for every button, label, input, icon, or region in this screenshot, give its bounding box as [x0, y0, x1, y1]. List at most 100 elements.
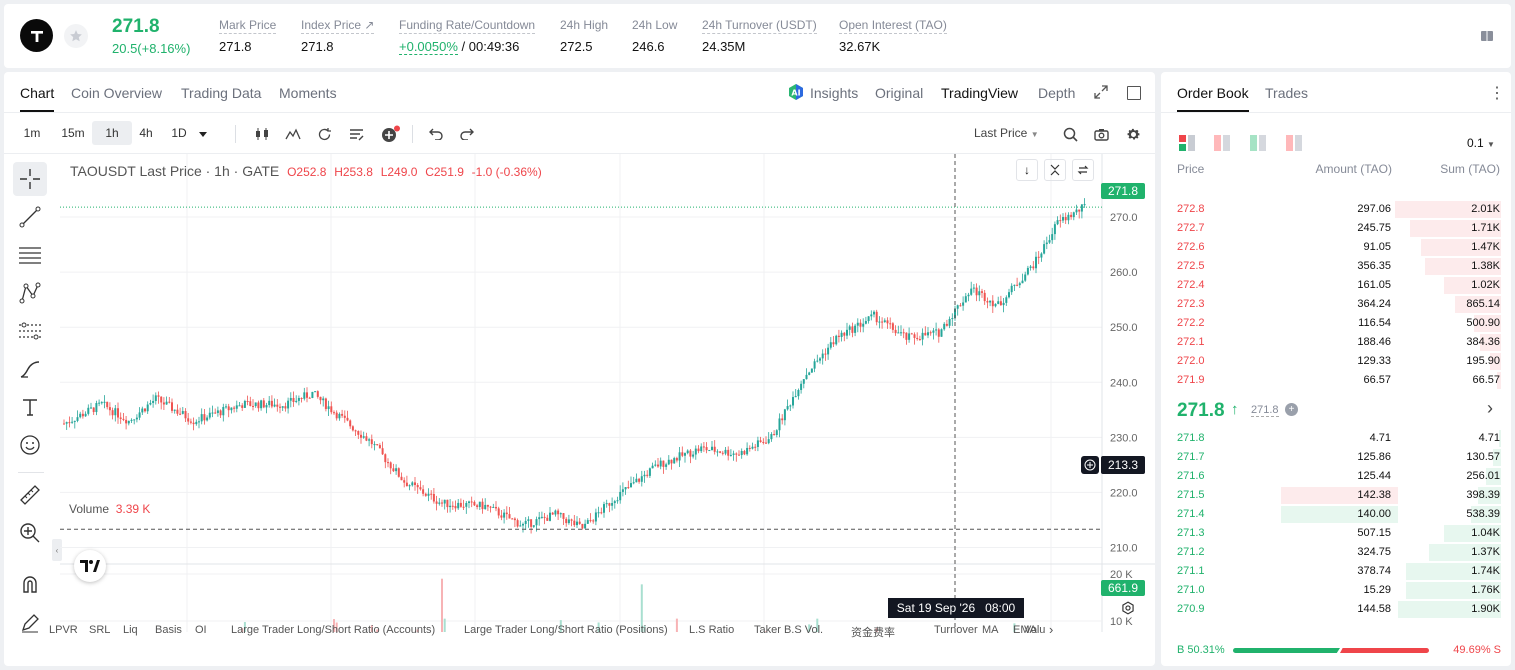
- interval-1m[interactable]: 1m: [23, 126, 41, 140]
- orderbook-row[interactable]: 271.4 140.00 538.39: [1161, 505, 1511, 524]
- indicator-2[interactable]: Liq: [123, 624, 138, 636]
- expand-icon[interactable]: [1092, 83, 1110, 101]
- trendline-tool-icon[interactable]: [13, 200, 47, 234]
- indicator-11[interactable]: MA: [982, 624, 999, 636]
- tradingview-logo[interactable]: [74, 550, 106, 582]
- redo-icon[interactable]: [457, 125, 477, 143]
- magnet-tool-icon[interactable]: [13, 567, 47, 601]
- orderbook-row[interactable]: 272.8 297.06 2.01K: [1161, 200, 1511, 219]
- indicator-10[interactable]: Turnover: [934, 624, 978, 636]
- interval-1D[interactable]: 1D: [171, 126, 187, 140]
- orderbook-row[interactable]: 270.9 144.58 1.90K: [1161, 600, 1511, 619]
- tab-order-book[interactable]: Order Book: [1177, 85, 1249, 101]
- candle-body: [889, 323, 892, 325]
- collapse-icon[interactable]: [1044, 159, 1066, 181]
- add-indicator-icon[interactable]: [380, 124, 402, 144]
- ruler-tool-icon[interactable]: [13, 478, 47, 512]
- layout-bids-icon[interactable]: [1250, 135, 1266, 151]
- brush-tool-icon[interactable]: [13, 352, 47, 386]
- ai-insights-icon[interactable]: AI: [787, 83, 805, 101]
- view-original[interactable]: Original: [875, 85, 924, 101]
- pattern-tool-icon[interactable]: [13, 276, 47, 310]
- layout-asks-icon[interactable]: [1214, 135, 1230, 151]
- indicator-7[interactable]: L.S Ratio: [689, 624, 735, 636]
- orderbook-row[interactable]: 272.6 91.05 1.47K: [1161, 238, 1511, 257]
- orderbook-row[interactable]: 272.5 356.35 1.38K: [1161, 257, 1511, 276]
- view-tradingview[interactable]: TradingView: [941, 85, 1019, 101]
- indicator-13[interactable]: Volu: [1024, 624, 1046, 636]
- arrow-down-icon[interactable]: ↓: [1016, 159, 1038, 181]
- stat-index-price[interactable]: Index Price ↗ 271.8: [301, 18, 375, 54]
- indicator-0[interactable]: LPVR: [49, 624, 78, 636]
- indicators-icon[interactable]: [283, 125, 303, 143]
- precision-select[interactable]: 0.1 ▼: [1467, 136, 1495, 150]
- orderbook-row[interactable]: 271.1 378.74 1.74K: [1161, 562, 1511, 581]
- crosshair-tool-icon[interactable]: [13, 162, 47, 196]
- view-depth[interactable]: Depth: [1038, 85, 1076, 101]
- interval-1h[interactable]: 1h: [92, 121, 132, 145]
- orderbook-row[interactable]: 271.2 324.75 1.37K: [1161, 543, 1511, 562]
- price-type-select[interactable]: Last Price ▼: [974, 126, 1039, 140]
- pencil-lock-icon[interactable]: [13, 606, 47, 640]
- tab-trades[interactable]: Trades: [1265, 85, 1309, 101]
- compare-icon[interactable]: [314, 125, 334, 143]
- tab-moments[interactable]: Moments: [279, 85, 337, 101]
- text-tool-icon[interactable]: [13, 390, 47, 424]
- more-icon[interactable]: ⋮: [1489, 85, 1505, 102]
- candle-body: [873, 311, 875, 315]
- collapse-toolbar-icon[interactable]: ‹: [52, 539, 62, 561]
- indicator-8[interactable]: Taker B.S Vol.: [754, 624, 824, 636]
- orderbook-row[interactable]: 271.5 142.38 398.39: [1161, 486, 1511, 505]
- indicator-4[interactable]: OI: [195, 624, 207, 636]
- indicator-9[interactable]: 资金费率: [851, 627, 895, 639]
- chevron-right-icon[interactable]: ›: [1049, 622, 1054, 637]
- orderbook-row[interactable]: 271.6 125.44 256.01: [1161, 467, 1511, 486]
- tab-trading-data[interactable]: Trading Data: [181, 85, 262, 101]
- layout-split-icon[interactable]: [1286, 135, 1302, 151]
- dropdown-arrow-icon[interactable]: [196, 127, 210, 141]
- prediction-tool-icon[interactable]: [13, 314, 47, 348]
- templates-icon[interactable]: [346, 125, 366, 143]
- view-insights[interactable]: Insights: [810, 85, 859, 101]
- sync-icon[interactable]: [1072, 159, 1094, 181]
- tab-coin-overview[interactable]: Coin Overview: [71, 85, 163, 101]
- orderbook-row[interactable]: 271.8 4.71 4.71: [1161, 429, 1511, 448]
- candle-type-icon[interactable]: [252, 125, 272, 143]
- candle-body: [989, 300, 992, 303]
- orderbook-row[interactable]: 271.9 66.57 66.57: [1161, 371, 1511, 390]
- layout-icon[interactable]: [1127, 86, 1141, 100]
- indicator-12[interactable]: EMA: [1013, 624, 1037, 636]
- stat-24h-turnover: 24h Turnover (USDT) 24.35M: [702, 18, 817, 54]
- indicator-3[interactable]: Basis: [155, 624, 182, 636]
- orderbook-row[interactable]: 272.2 116.54 500.90: [1161, 314, 1511, 333]
- indicator-5[interactable]: Large Trader Long/Short Ratio (Accounts): [231, 624, 436, 636]
- price-chart[interactable]: 270.0260.0250.0240.0230.0220.0210.014151…: [60, 154, 1155, 632]
- chart-settings-icon[interactable]: [1119, 599, 1137, 617]
- book-icon[interactable]: [1477, 26, 1497, 46]
- add-alert-icon[interactable]: [1081, 456, 1099, 474]
- search-icon[interactable]: [1060, 124, 1080, 144]
- indicator-1[interactable]: SRL: [89, 624, 111, 636]
- orderbook-row[interactable]: 271.0 15.29 1.76K: [1161, 581, 1511, 600]
- y-tick-label: 230.0: [1110, 432, 1138, 444]
- chevron-right-icon[interactable]: ›: [1487, 398, 1493, 418]
- orderbook-row[interactable]: 272.3 364.24 865.14: [1161, 295, 1511, 314]
- star-icon[interactable]: [64, 24, 88, 48]
- interval-15m[interactable]: 15m: [61, 126, 85, 140]
- orderbook-row[interactable]: 272.1 188.46 384.36: [1161, 333, 1511, 352]
- orderbook-row[interactable]: 272.7 245.75 1.71K: [1161, 219, 1511, 238]
- orderbook-row[interactable]: 271.3 507.15 1.04K: [1161, 524, 1511, 543]
- undo-icon[interactable]: [426, 125, 446, 143]
- orderbook-row[interactable]: 272.0 129.33 195.90: [1161, 352, 1511, 371]
- orderbook-row[interactable]: 271.7 125.86 130.57: [1161, 448, 1511, 467]
- zoom-in-icon[interactable]: [13, 516, 47, 550]
- emoji-tool-icon[interactable]: [13, 428, 47, 462]
- indicator-6[interactable]: Large Trader Long/Short Ratio (Positions…: [464, 624, 668, 636]
- interval-4h[interactable]: 4h: [139, 126, 153, 140]
- tab-chart[interactable]: Chart: [20, 85, 55, 101]
- camera-icon[interactable]: [1091, 124, 1111, 144]
- orderbook-row[interactable]: 272.4 161.05 1.02K: [1161, 276, 1511, 295]
- gear-icon[interactable]: [1123, 124, 1143, 144]
- fib-tool-icon[interactable]: [13, 238, 47, 272]
- layout-both-icon[interactable]: [1179, 135, 1195, 151]
